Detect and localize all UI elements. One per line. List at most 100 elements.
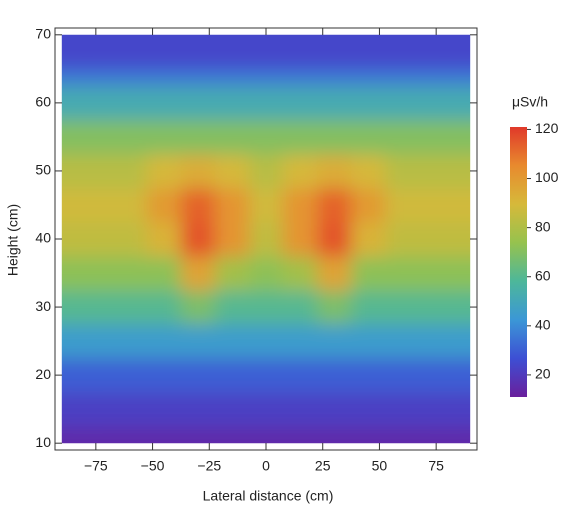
heat-cell: [283, 119, 318, 155]
heat-cell: [180, 358, 216, 393]
heat-cell: [214, 392, 250, 427]
y-tick-label: 30: [35, 298, 51, 314]
heat-cell: [385, 34, 420, 70]
heat-cell: [436, 358, 471, 393]
y-tick-label: 70: [35, 26, 51, 42]
x-tick-label: 25: [315, 458, 331, 474]
heat-cell: [436, 256, 471, 291]
heat-cell: [78, 290, 114, 325]
heat-cell: [214, 153, 250, 189]
heat-cell: [112, 290, 148, 325]
x-axis-label: Lateral distance (cm): [203, 488, 334, 504]
heat-cell: [317, 256, 352, 291]
heat-cell: [351, 187, 386, 223]
heat-cell: [385, 153, 420, 189]
heat-cell: [112, 119, 148, 155]
x-tick-label: 75: [428, 458, 444, 474]
heat-cell: [248, 34, 284, 70]
heat-cell: [317, 85, 352, 121]
x-tick-label: −50: [141, 458, 165, 474]
heat-cell: [317, 187, 352, 223]
colorbar-tick-label: 100: [535, 169, 559, 185]
heat-cell: [385, 358, 420, 393]
heat-cell: [436, 221, 471, 257]
heat-cell: [112, 324, 148, 359]
heat-cell: [78, 34, 114, 70]
heat-cell: [112, 358, 148, 393]
heat-cell: [180, 324, 216, 359]
heat-cell: [385, 324, 420, 359]
heat-cell: [214, 85, 250, 121]
heat-cell: [180, 119, 216, 155]
heat-cell: [248, 358, 284, 393]
colorbar-tick-label: 20: [535, 366, 551, 382]
colorbar: [510, 127, 527, 397]
heat-cell: [317, 221, 352, 257]
heat-cell: [78, 85, 114, 121]
y-tick-label: 20: [35, 366, 51, 382]
heat-cell: [112, 392, 148, 427]
y-tick-label: 50: [35, 162, 51, 178]
heat-cell: [146, 85, 182, 121]
heat-cell: [78, 324, 114, 359]
heat-cell: [436, 324, 471, 359]
heat-cell: [248, 187, 284, 223]
heat-cell: [351, 256, 386, 291]
heat-cell: [214, 290, 250, 325]
heat-cell: [351, 85, 386, 121]
heat-cell: [146, 187, 182, 223]
heat-cell: [317, 392, 352, 427]
heat-cell: [351, 119, 386, 155]
colorbar-title: μSv/h: [512, 94, 548, 110]
heat-cell: [283, 85, 318, 121]
heat-cell: [283, 358, 318, 393]
heat-cell: [78, 358, 114, 393]
heat-cell: [385, 256, 420, 291]
heat-cell: [283, 187, 318, 223]
heat-cell: [146, 119, 182, 155]
heat-cell: [351, 290, 386, 325]
heat-cell: [385, 392, 420, 427]
x-tick-label: 50: [372, 458, 388, 474]
heat-cell: [248, 324, 284, 359]
y-axis-label: Height (cm): [5, 204, 21, 276]
heat-cell: [78, 119, 114, 155]
heat-cell: [385, 85, 420, 121]
heat-cell: [385, 221, 420, 257]
heat-cell: [78, 256, 114, 291]
heat-cell: [146, 153, 182, 189]
heat-cell: [180, 290, 216, 325]
heat-cell: [385, 119, 420, 155]
heat-cell: [436, 34, 471, 70]
heat-cell: [385, 187, 420, 223]
heat-cell: [283, 34, 318, 70]
heat-cell: [180, 85, 216, 121]
heat-cell: [283, 290, 318, 325]
heat-cell: [248, 221, 284, 257]
heat-cell: [78, 221, 114, 257]
heat-cell: [214, 256, 250, 291]
heat-cell: [78, 392, 114, 427]
heat-cell: [248, 119, 284, 155]
heat-cell: [248, 153, 284, 189]
heat-cell: [317, 290, 352, 325]
heat-cell: [214, 34, 250, 70]
heat-cell: [146, 290, 182, 325]
heat-cell: [112, 187, 148, 223]
heatmap-area: [61, 34, 471, 444]
heat-cell: [180, 34, 216, 70]
heat-cell: [436, 153, 471, 189]
colorbar-tick-label: 40: [535, 317, 551, 333]
heat-cell: [351, 392, 386, 427]
heat-cell: [78, 187, 114, 223]
heat-cell: [436, 85, 471, 121]
heat-cell: [180, 256, 216, 291]
heat-cell: [146, 392, 182, 427]
heat-cell: [180, 392, 216, 427]
heat-cell: [112, 85, 148, 121]
heat-cell: [214, 119, 250, 155]
heat-cell: [283, 324, 318, 359]
heat-cell: [146, 256, 182, 291]
heat-cell: [112, 256, 148, 291]
heat-cell: [146, 324, 182, 359]
